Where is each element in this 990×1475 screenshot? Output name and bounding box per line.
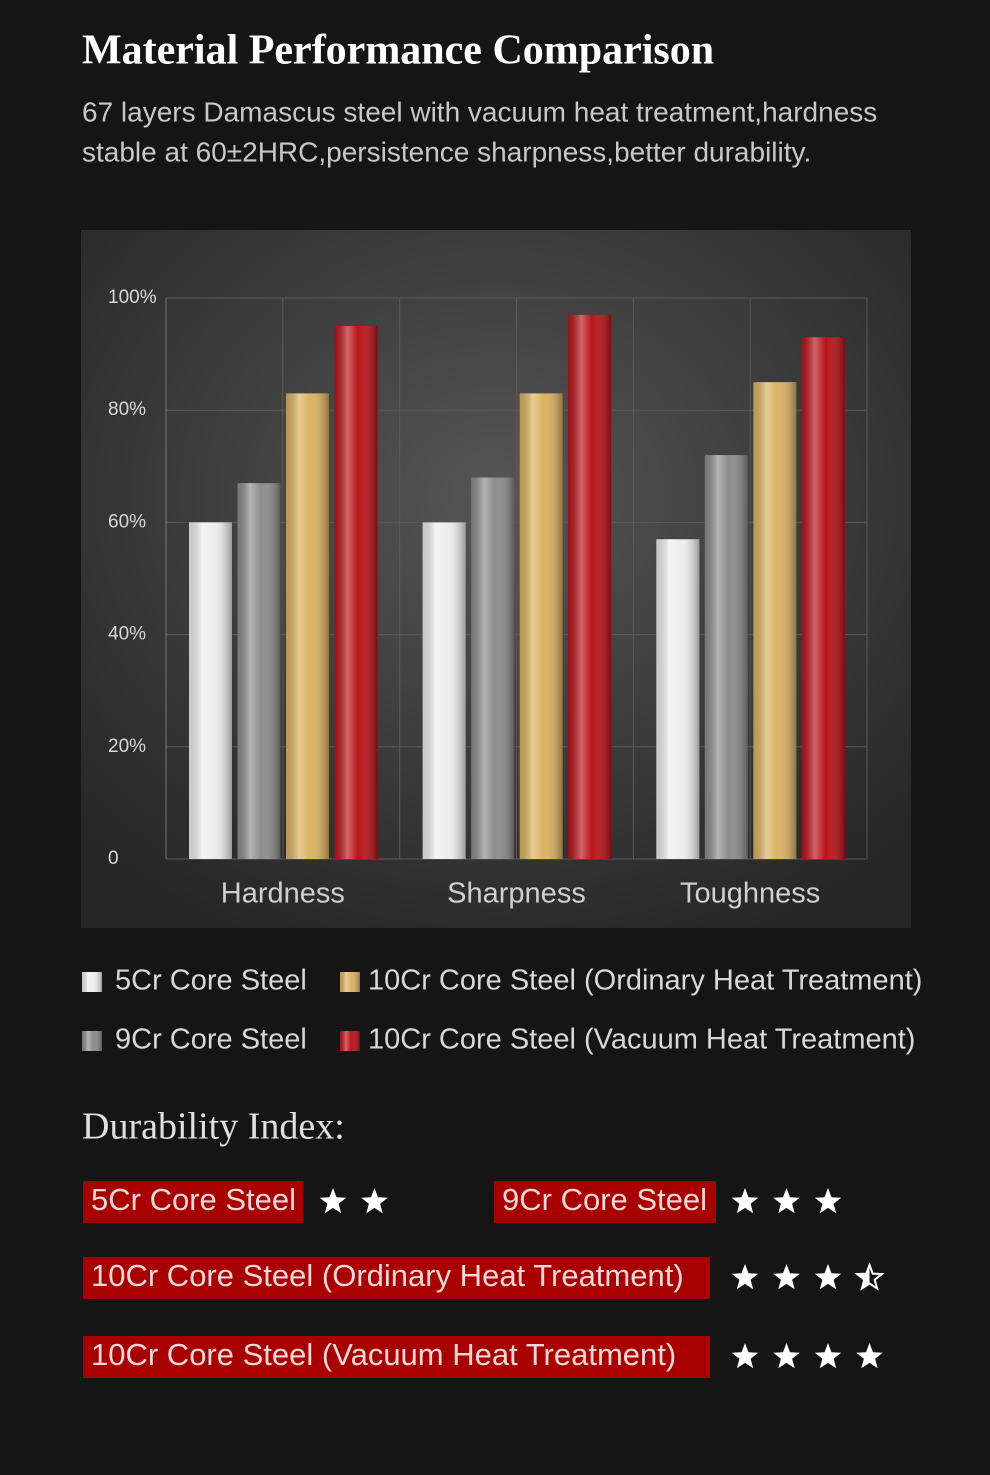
x-tick-label: Hardness	[221, 878, 345, 910]
star	[814, 1264, 842, 1290]
y-tick-label: 40%	[108, 624, 146, 645]
durability-label: 10Cr Core Steel (Vacuum Heat Treatment)	[91, 1337, 676, 1372]
bar-sheen	[568, 314, 612, 860]
durability-label-box	[83, 1257, 710, 1299]
bar-sheen	[334, 326, 378, 859]
bar-sheen	[519, 393, 563, 859]
bar-sheen	[704, 455, 748, 859]
bar-sheen	[471, 477, 515, 859]
legend-swatch-sheen	[340, 972, 360, 992]
y-tick-label: 80%	[108, 399, 146, 420]
legend-label: 10Cr Core Steel (Vacuum Heat Treatment)	[368, 1024, 915, 1056]
subtitle-line: 67 layers Damascus steel with vacuum hea…	[82, 96, 877, 127]
bar-sheen	[753, 382, 797, 859]
y-tick-label: 0	[108, 848, 119, 869]
legend-label: 9Cr Core Steel	[115, 1024, 307, 1056]
bar-sheen	[237, 483, 281, 859]
durability-label-box	[83, 1336, 710, 1378]
star	[773, 1264, 800, 1290]
star	[731, 1343, 759, 1369]
legend-swatch-sheen	[340, 1031, 360, 1051]
legend-label: 5Cr Core Steel	[115, 965, 307, 997]
star	[773, 1343, 800, 1369]
legend-swatch-sheen	[82, 1031, 102, 1051]
star	[361, 1188, 388, 1214]
star	[856, 1264, 870, 1290]
durability-label-box	[494, 1181, 716, 1223]
y-tick-label: 100%	[108, 287, 157, 308]
star	[731, 1188, 759, 1214]
subtitle-line: stable at 60±2HRC,persistence sharpness,…	[82, 136, 811, 167]
x-tick-label: Sharpness	[447, 878, 586, 910]
bar-sheen	[286, 393, 329, 859]
durability-label: 9Cr Core Steel	[502, 1182, 707, 1217]
bar-sheen	[422, 522, 466, 859]
durability-label: 10Cr Core Steel (Ordinary Heat Treatment…	[91, 1258, 684, 1293]
legend-label: 10Cr Core Steel (Ordinary Heat Treatment…	[368, 965, 922, 997]
x-tick-label: Toughness	[680, 878, 820, 910]
star	[731, 1264, 759, 1290]
durability-label-box	[83, 1181, 303, 1223]
bar-sheen	[656, 539, 700, 859]
star	[773, 1188, 800, 1214]
bar-sheen	[189, 522, 232, 859]
star	[814, 1343, 842, 1369]
star	[319, 1188, 347, 1214]
durability-label: 5Cr Core Steel	[91, 1182, 296, 1217]
legend-swatch-sheen	[82, 972, 102, 992]
y-tick-label: 20%	[108, 736, 146, 757]
star	[814, 1188, 842, 1214]
bar-sheen	[801, 337, 845, 859]
durability-title: Durability Index:	[82, 1106, 345, 1148]
title: Material Performance Comparison	[82, 28, 714, 74]
star	[856, 1343, 883, 1369]
y-tick-label: 60%	[108, 511, 146, 532]
